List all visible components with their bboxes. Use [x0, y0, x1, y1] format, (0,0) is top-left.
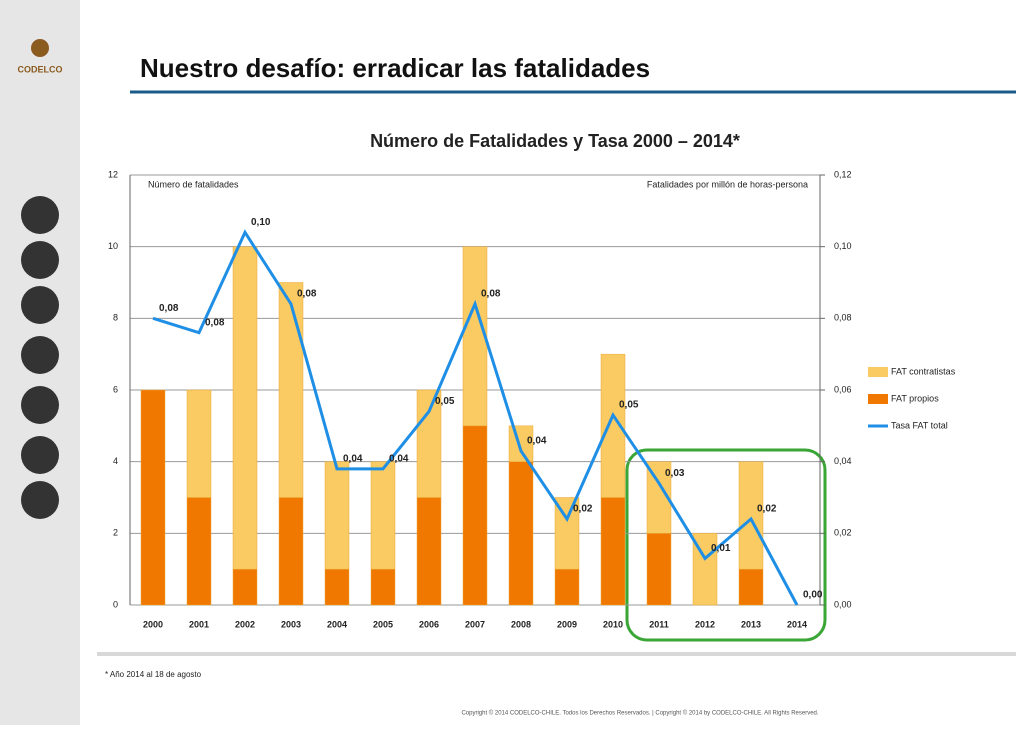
x-tick-label: 2012 — [695, 619, 715, 629]
data-label: 0,05 — [435, 396, 455, 407]
x-tick-label: 2013 — [741, 619, 761, 629]
bar — [600, 497, 626, 606]
bar — [186, 389, 212, 498]
highlight-box — [625, 448, 827, 642]
bar — [232, 568, 258, 606]
y2-tick-label: 0,08 — [834, 313, 852, 323]
data-label: 0,03 — [665, 468, 685, 479]
data-label: 0,10 — [251, 217, 271, 228]
data-label: 0,08 — [159, 303, 179, 314]
bar — [324, 461, 350, 570]
logo-text: CODELCO — [18, 64, 63, 74]
legend-swatch — [868, 367, 888, 377]
y2-axis-label: Fatalidades por millón de horas-persona — [647, 179, 808, 189]
x-tick-label: 2008 — [511, 619, 531, 629]
bar — [738, 568, 764, 606]
bar — [370, 461, 396, 570]
y2-tick-label: 0,02 — [834, 528, 852, 538]
bar — [508, 461, 534, 606]
data-label: 0,02 — [757, 504, 777, 515]
bar — [508, 425, 534, 462]
bar — [278, 497, 304, 606]
y-tick-label: 10 — [108, 241, 118, 251]
data-label: 0,04 — [343, 453, 363, 464]
chart-title: Número de Fatalidades y Tasa 2000 – 2014… — [370, 131, 740, 151]
bar — [278, 282, 304, 498]
y2-tick-label: 0,12 — [834, 169, 852, 179]
bar — [646, 533, 672, 606]
x-tick-label: 2005 — [373, 619, 393, 629]
x-tick-label: 2007 — [465, 619, 485, 629]
y2-tick-label: 0,00 — [834, 599, 852, 609]
footnote: * Año 2014 al 18 de agosto — [105, 670, 202, 679]
x-tick-label: 2014 — [787, 619, 807, 629]
legend-swatch — [868, 394, 888, 404]
data-label: 0,04 — [527, 436, 547, 447]
y-tick-label: 12 — [108, 169, 118, 179]
legend-label: FAT contratistas — [891, 366, 956, 376]
data-label: 0,01 — [711, 543, 731, 554]
bar — [232, 246, 258, 570]
x-tick-label: 2006 — [419, 619, 439, 629]
y2-tick-label: 0,04 — [834, 456, 852, 466]
y-tick-label: 8 — [113, 313, 118, 323]
sidebar-icons — [21, 196, 59, 519]
x-tick-label: 2002 — [235, 619, 255, 629]
y2-tick-label: 0,10 — [834, 241, 852, 251]
bar — [738, 461, 764, 570]
x-tick-label: 2001 — [189, 619, 209, 629]
y-tick-label: 4 — [113, 456, 118, 466]
legend-label: FAT propios — [891, 393, 939, 403]
data-label: 0,00 — [803, 590, 823, 601]
y-tick-label: 0 — [113, 599, 118, 609]
y-tick-label: 6 — [113, 384, 118, 394]
bar — [324, 568, 350, 606]
data-label: 0,08 — [205, 317, 225, 328]
x-tick-label: 2004 — [327, 619, 347, 629]
line — [152, 229, 799, 606]
data-label: 0,02 — [573, 504, 593, 515]
bar — [554, 568, 580, 606]
bar — [140, 389, 166, 606]
bar — [462, 246, 488, 427]
data-label: 0,04 — [389, 453, 409, 464]
x-tick-label: 2000 — [143, 619, 163, 629]
legend-label: Tasa FAT total — [891, 420, 948, 430]
y-axis-label: Número de fatalidades — [148, 179, 239, 189]
y-tick-label: 2 — [113, 528, 118, 538]
x-tick-label: 2011 — [649, 619, 669, 629]
data-label: 0,08 — [481, 289, 501, 300]
bar — [416, 497, 442, 606]
logo-icon — [31, 39, 49, 57]
bar — [370, 568, 396, 606]
x-tick-label: 2009 — [557, 619, 577, 629]
copyright: Copyright © 2014 CODELCO-CHILE. Todos lo… — [461, 710, 818, 717]
bar — [462, 425, 488, 606]
bar — [186, 497, 212, 606]
x-tick-label: 2003 — [281, 619, 301, 629]
x-tick-label: 2010 — [603, 619, 623, 629]
slide-title: Nuestro desafío: erradicar las fatalidad… — [140, 53, 650, 83]
data-label: 0,08 — [297, 289, 317, 300]
y2-tick-label: 0,06 — [834, 384, 852, 394]
data-label: 0,05 — [619, 400, 639, 411]
